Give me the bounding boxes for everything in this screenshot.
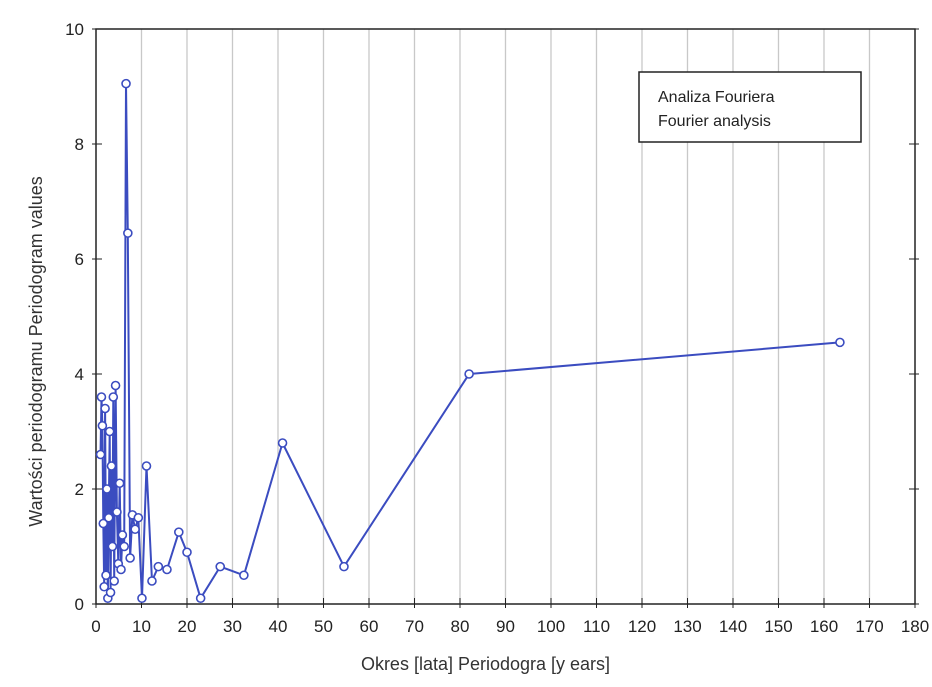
data-point-0-4 xyxy=(99,581,109,592)
data-point-0-40 xyxy=(339,561,349,572)
legend-line-1: Analiza Fouriera xyxy=(658,89,775,106)
x-tick-label-120: 120 xyxy=(628,617,656,636)
x-tick-label-0: 0 xyxy=(91,617,100,636)
data-point-0-14 xyxy=(108,392,119,402)
x-tick-label-80: 80 xyxy=(451,617,470,636)
y-tick-label-6: 6 xyxy=(75,250,84,269)
x-tick-label-140: 140 xyxy=(719,617,747,636)
legend-line-2: Fourier analysis xyxy=(658,113,771,130)
data-point-0-1 xyxy=(96,392,107,402)
data-point-0-20 xyxy=(116,564,126,575)
data-point-0-32 xyxy=(153,561,164,572)
x-tick-label-30: 30 xyxy=(223,617,242,636)
series-layer xyxy=(95,78,845,604)
data-point-0-29 xyxy=(137,593,147,604)
data-point-0-7 xyxy=(102,484,112,494)
data-point-0-10 xyxy=(104,426,115,437)
x-tick-label-70: 70 xyxy=(405,617,424,636)
data-point-0-12 xyxy=(106,461,117,471)
x-tick-label-110: 110 xyxy=(583,617,610,636)
data-point-0-22 xyxy=(119,541,130,552)
data-point-0-16 xyxy=(110,380,121,391)
y-tick-label-10: 10 xyxy=(65,20,84,39)
data-point-0-30 xyxy=(141,461,152,471)
y-tick-label-8: 8 xyxy=(75,135,84,154)
data-point-0-38 xyxy=(239,570,249,581)
data-point-0-37 xyxy=(215,561,226,572)
data-point-0-13 xyxy=(107,541,118,552)
x-tick-label-180: 180 xyxy=(901,617,929,636)
x-tick-label-20: 20 xyxy=(178,617,197,636)
data-point-0-35 xyxy=(182,547,192,558)
x-tick-label-90: 90 xyxy=(496,617,515,636)
data-point-0-21 xyxy=(117,530,128,540)
data-point-0-2 xyxy=(97,420,108,431)
data-point-0-34 xyxy=(174,527,184,537)
data-point-0-15 xyxy=(109,576,119,586)
x-tick-label-170: 170 xyxy=(855,617,883,636)
data-point-0-6 xyxy=(101,570,111,581)
data-point-0-39 xyxy=(277,438,288,448)
x-tick-label-10: 10 xyxy=(132,617,151,636)
data-point-0-9 xyxy=(103,512,114,523)
data-point-0-28 xyxy=(133,512,144,523)
data-point-0-42 xyxy=(835,337,845,348)
y-axis-title: Wartości periodogramu Periodogram values xyxy=(26,176,46,527)
x-tick-label-60: 60 xyxy=(360,617,379,636)
x-tick-label-130: 130 xyxy=(673,617,701,636)
legend-box xyxy=(638,71,862,143)
data-point-0-11 xyxy=(105,587,116,598)
axis-ticks: 0 10 20 30 40 50 60 70 80 90 100 110 120 130 140 150 160… xyxy=(65,20,929,636)
data-point-0-23 xyxy=(121,78,131,89)
x-tick-label-100: 100 xyxy=(537,617,565,636)
series-line-0 xyxy=(99,82,840,600)
y-tick-label-4: 4 xyxy=(75,365,84,384)
data-point-0-31 xyxy=(147,576,157,586)
data-point-0-36 xyxy=(195,593,206,604)
data-point-0-25 xyxy=(125,553,135,563)
y-tick-label-0: 0 xyxy=(75,595,84,614)
x-tick-label-160: 160 xyxy=(810,617,838,636)
data-point-0-24 xyxy=(123,228,133,238)
data-point-0-17 xyxy=(112,507,122,517)
x-axis-title: Okres [lata] Periodogra [y ears] xyxy=(361,654,610,674)
data-point-0-27 xyxy=(130,524,140,535)
data-point-0-0 xyxy=(95,449,106,460)
data-point-0-3 xyxy=(98,518,109,529)
x-tick-label-40: 40 xyxy=(269,617,288,636)
data-point-0-5 xyxy=(100,403,110,414)
x-tick-label-150: 150 xyxy=(764,617,792,636)
x-tick-label-50: 50 xyxy=(314,617,333,636)
data-point-0-41 xyxy=(464,369,474,379)
y-tick-label-2: 2 xyxy=(75,480,84,499)
legend: Analiza Fouriera Fourier analysis xyxy=(638,71,862,143)
data-point-0-19 xyxy=(114,478,125,489)
data-point-0-33 xyxy=(162,564,172,575)
